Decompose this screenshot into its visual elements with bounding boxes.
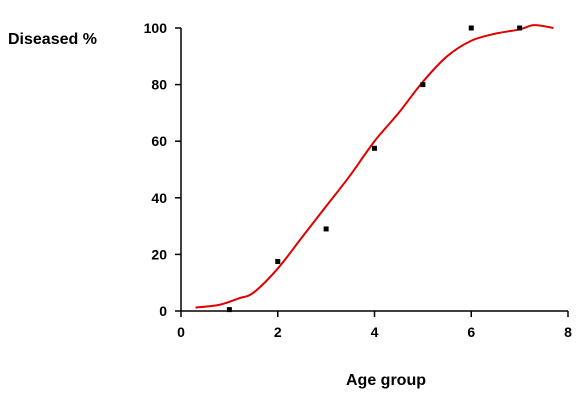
data-point: [468, 25, 474, 31]
y-tick-label: 100: [144, 20, 168, 36]
fit-curve-layer: [195, 24, 554, 309]
y-tick-label: 0: [159, 303, 167, 319]
fit-curve: [195, 24, 554, 309]
data-point: [323, 226, 329, 232]
y-tick-label: 60: [151, 133, 167, 149]
x-tick-label: 0: [177, 324, 185, 340]
data-point: [517, 25, 523, 31]
data-points-layer: [226, 25, 523, 313]
x-tick-label: 8: [564, 324, 572, 340]
data-point: [275, 258, 281, 264]
y-axis-title: Diseased %: [8, 31, 97, 48]
x-tick-label: 2: [274, 324, 282, 340]
y-tick-label: 80: [151, 77, 167, 93]
y-tick-label: 40: [151, 190, 167, 206]
x-axis-title: Age group: [346, 372, 426, 389]
axes: [180, 28, 568, 312]
x-tick-label: 6: [467, 324, 475, 340]
data-point: [372, 145, 377, 151]
x-tick-label: 4: [371, 324, 379, 340]
data-point: [420, 82, 426, 88]
data-point: [226, 307, 232, 313]
y-tick-label: 20: [151, 246, 167, 262]
